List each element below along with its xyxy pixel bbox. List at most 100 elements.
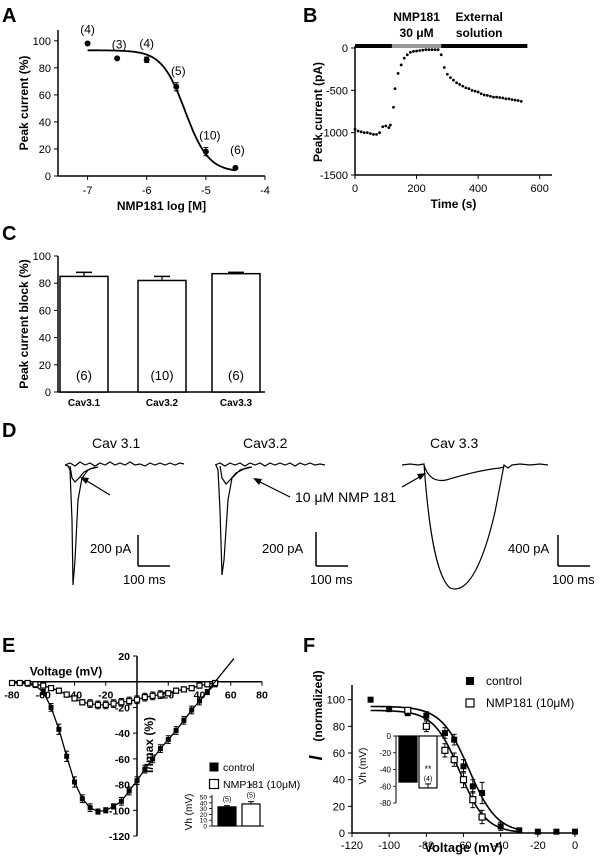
x-tick-label: -20 bbox=[530, 840, 546, 852]
fit-curve bbox=[87, 49, 236, 172]
data-point bbox=[498, 96, 502, 99]
inset-n-label: (5) bbox=[223, 797, 232, 804]
data-point bbox=[359, 130, 363, 134]
data-point bbox=[189, 707, 195, 713]
category-label: Cav3.1 bbox=[68, 398, 101, 409]
x-tick-label: 400 bbox=[469, 183, 487, 195]
y-tick-label: -20 bbox=[115, 702, 130, 714]
panel-labels: A B C D E F bbox=[2, 5, 317, 657]
y-tick-label: 0 bbox=[45, 171, 51, 183]
legend-label: NMP181 (10μM) bbox=[223, 779, 300, 791]
y-tick-label: 40 bbox=[39, 333, 51, 345]
inset-y-tick-label: -20 bbox=[379, 749, 391, 758]
trace-cav32: Cav3.2 10 μM NMP 181 200 pA 100 ms bbox=[214, 435, 396, 587]
data-point bbox=[422, 722, 430, 730]
inset-bar bbox=[217, 806, 237, 827]
data-point bbox=[553, 828, 560, 835]
trace-cav33: Cav 3.3 400 pA 100 ms bbox=[401, 435, 595, 590]
data-point bbox=[479, 92, 483, 96]
data-point bbox=[212, 679, 219, 687]
data-point bbox=[409, 50, 412, 54]
inset-y-tick-label: 20 bbox=[200, 812, 208, 819]
trace-cav31: Cav 3.1 200 pA 100 ms bbox=[64, 435, 185, 587]
data-point bbox=[367, 696, 374, 703]
data-point bbox=[384, 124, 388, 128]
data-point bbox=[504, 97, 508, 101]
legend-label: NMP181 (10μM) bbox=[486, 696, 574, 710]
data-point bbox=[513, 98, 517, 102]
data-point bbox=[362, 131, 366, 135]
arrow-head bbox=[253, 478, 262, 485]
data-point bbox=[103, 807, 109, 813]
data-point bbox=[479, 790, 486, 796]
inset-bar bbox=[241, 803, 261, 827]
bar-label: NMP181 bbox=[393, 10, 440, 24]
data-point bbox=[16, 679, 23, 687]
data-point bbox=[149, 692, 156, 699]
significance-marker: ** bbox=[424, 764, 432, 774]
data-point bbox=[209, 762, 219, 772]
panel-a-dose-response: 0 20 40 60 80 100 -7 -6 -5 -4 NMP181 log [M] Peak c… bbox=[17, 23, 270, 213]
data-point bbox=[365, 131, 369, 135]
y-tick-label: 20 bbox=[118, 651, 130, 663]
data-point bbox=[165, 737, 171, 743]
y-tick-label: 80 bbox=[39, 63, 51, 75]
data-point bbox=[79, 796, 85, 802]
data-point bbox=[114, 55, 121, 62]
bar-label: External bbox=[456, 10, 503, 24]
n-label: (10) bbox=[150, 368, 173, 383]
data-point bbox=[441, 730, 448, 736]
y-tick-label: 40 bbox=[39, 117, 51, 129]
data-point bbox=[473, 89, 477, 93]
x-tick-label: 0 bbox=[572, 840, 578, 852]
y-tick-label: 100 bbox=[33, 251, 51, 263]
trace-line-nmp181 bbox=[423, 464, 505, 482]
data-point bbox=[424, 48, 428, 52]
x-tick-label: -60 bbox=[456, 840, 472, 852]
scale-x-label: 100 ms bbox=[552, 572, 595, 587]
data-point bbox=[142, 766, 148, 772]
data-point bbox=[173, 83, 180, 90]
data-point bbox=[24, 679, 31, 687]
legend-label: control bbox=[486, 674, 522, 688]
data-point bbox=[48, 704, 54, 710]
y-tick-label: 80 bbox=[333, 721, 345, 733]
data-point bbox=[118, 798, 124, 804]
y-tick-label: -40 bbox=[115, 728, 130, 740]
data-point bbox=[478, 813, 486, 821]
data-point bbox=[501, 96, 505, 100]
inset-n-label: (5) bbox=[247, 793, 256, 800]
data-point bbox=[204, 681, 211, 688]
data-point bbox=[461, 84, 465, 88]
x-axis-label: NMP181 log [M] bbox=[117, 199, 206, 213]
data-point bbox=[133, 696, 141, 703]
scale-y-label: 200 pA bbox=[262, 541, 304, 556]
data-point bbox=[87, 805, 93, 811]
data-point bbox=[460, 763, 467, 770]
y-tick-label: 20 bbox=[39, 144, 51, 156]
data-point bbox=[485, 94, 489, 97]
trace-line-control bbox=[401, 463, 549, 590]
data-point bbox=[388, 123, 392, 127]
x-tick-label: -80 bbox=[418, 840, 434, 852]
x-tick-label: -7 bbox=[83, 185, 93, 197]
n-label: (4) bbox=[80, 23, 95, 37]
trace-line-nmp181 bbox=[69, 465, 99, 483]
n-label: (6) bbox=[230, 143, 245, 157]
y-axis-label-main: I bbox=[306, 755, 326, 761]
data-point bbox=[492, 95, 495, 99]
data-point bbox=[126, 788, 132, 794]
trace-line-control bbox=[64, 461, 185, 586]
panel-label-a: A bbox=[2, 5, 16, 27]
data-point bbox=[442, 66, 446, 69]
data-point bbox=[157, 691, 164, 698]
data-point bbox=[111, 803, 117, 809]
inset-y-tick-label: 40 bbox=[200, 800, 208, 807]
trace-title: Cav 3.1 bbox=[92, 435, 140, 451]
y-tick-label: -500 bbox=[326, 85, 348, 97]
y-tick-label: 0 bbox=[339, 828, 345, 840]
data-point bbox=[415, 49, 418, 53]
data-point bbox=[134, 778, 140, 784]
data-point bbox=[56, 726, 62, 732]
